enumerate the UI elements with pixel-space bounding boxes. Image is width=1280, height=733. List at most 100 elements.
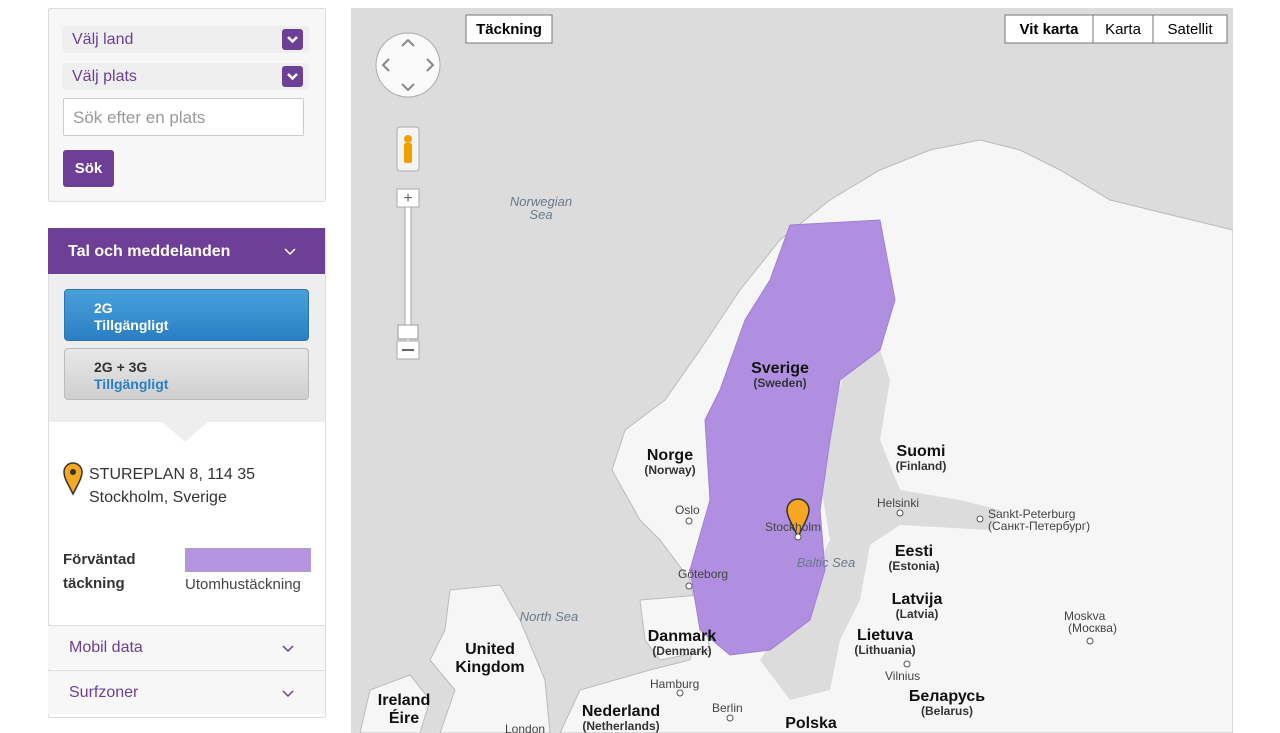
map[interactable]: Täckning Vit karta Karta Satellit + Norw… bbox=[351, 8, 1233, 733]
country-subname: (Lithuania) bbox=[854, 643, 915, 657]
option-3g[interactable]: 2G + 3G Tillgängligt bbox=[64, 348, 309, 400]
country-subname: (Norway) bbox=[644, 463, 695, 477]
country-name: Nederland bbox=[582, 703, 660, 720]
select-arrow bbox=[282, 66, 303, 87]
accordion-item[interactable]: Surfzoner bbox=[48, 670, 325, 714]
country-name: Polska bbox=[785, 715, 837, 732]
city-dot bbox=[896, 509, 904, 517]
city-label: London bbox=[505, 722, 545, 733]
country-name: Latvija bbox=[892, 591, 943, 608]
place-select[interactable]: Välj plats bbox=[62, 63, 309, 90]
city-dot bbox=[726, 714, 734, 722]
country-name: Eesti bbox=[895, 543, 933, 560]
city-dot bbox=[976, 515, 984, 523]
country-name: Danmark bbox=[648, 628, 717, 645]
country-subname: (Finland) bbox=[896, 459, 947, 473]
country-name: Ireland bbox=[378, 692, 430, 709]
sea-label: Norwegian bbox=[510, 194, 572, 209]
address-line: Stockholm, Sverige bbox=[89, 489, 227, 506]
city-label: Berlin bbox=[712, 701, 743, 715]
legend-swatch bbox=[185, 548, 311, 572]
address-pin bbox=[63, 462, 83, 496]
search-panel: Välj land Välj plats Sök efter en plats … bbox=[48, 8, 326, 202]
select-arrow bbox=[282, 29, 303, 50]
city-dot bbox=[1086, 637, 1094, 645]
city-label: Helsinki bbox=[877, 496, 919, 510]
address-line: STUREPLAN 8, 114 35 bbox=[89, 466, 256, 483]
map-type[interactable] bbox=[1004, 14, 1094, 44]
great-britain bbox=[429, 584, 551, 733]
country-subname: (Sweden) bbox=[753, 376, 806, 390]
map-type-label: Vit karta bbox=[1020, 21, 1080, 38]
zoom-track bbox=[404, 206, 412, 344]
denmark bbox=[639, 594, 711, 661]
country-subname: (Latvia) bbox=[896, 607, 939, 621]
city-label: Göteborg bbox=[678, 567, 728, 581]
chevron bbox=[284, 248, 296, 256]
zoom-in-icon: + bbox=[403, 190, 412, 207]
country-subname: (Estonia) bbox=[888, 559, 939, 573]
city-label: Moskva bbox=[1064, 609, 1106, 623]
map-type[interactable] bbox=[1152, 14, 1228, 44]
search-button[interactable]: Sök bbox=[63, 150, 114, 187]
country-subname: (Belarus) bbox=[921, 704, 973, 718]
option-2g[interactable]: 2G Tillgängligt bbox=[64, 289, 309, 341]
option-name: 2G + 3G bbox=[94, 359, 148, 375]
legend-label: Förväntad bbox=[63, 551, 136, 568]
sea-label: Baltic Sea bbox=[797, 555, 856, 570]
city-dot bbox=[676, 689, 684, 697]
country-name: Norge bbox=[647, 447, 693, 464]
country-name: United bbox=[465, 641, 515, 658]
country-name: Sverige bbox=[751, 360, 809, 377]
chevron bbox=[282, 690, 294, 698]
city-label: (Санкт-Петербург) bbox=[988, 519, 1090, 533]
country-name: Lietuva bbox=[857, 627, 913, 644]
map-type[interactable] bbox=[1092, 14, 1154, 44]
legend-label: täckning bbox=[63, 575, 125, 592]
notch bbox=[160, 420, 210, 442]
country-select[interactable]: Välj land bbox=[62, 26, 309, 53]
city-label: Stockholm bbox=[765, 520, 821, 534]
coverage-area bbox=[689, 219, 896, 656]
country-subname: (Netherlands) bbox=[582, 719, 659, 733]
accordion-title: Mobil data bbox=[69, 639, 143, 656]
section-title: Tal och meddelanden bbox=[68, 243, 231, 260]
accordion-title: Surfzoner bbox=[69, 684, 139, 701]
section-header[interactable]: Tal och meddelanden bbox=[48, 228, 325, 274]
search-input[interactable]: Sök efter en plats bbox=[63, 98, 304, 136]
city-dot bbox=[903, 660, 911, 668]
map-type-label: Satellit bbox=[1167, 21, 1213, 38]
map-type-label: Karta bbox=[1105, 21, 1142, 38]
option-status: Tillgängligt bbox=[94, 376, 169, 392]
ireland bbox=[359, 674, 431, 733]
chevron bbox=[282, 645, 294, 653]
country-name: Suomi bbox=[897, 443, 946, 460]
country-subname: Kingdom bbox=[455, 659, 524, 676]
option-name: 2G bbox=[94, 300, 113, 316]
location-pin bbox=[786, 498, 810, 539]
country-subname: (Denmark) bbox=[652, 644, 711, 658]
city-label: Oslo bbox=[675, 503, 700, 517]
city-dot bbox=[685, 517, 693, 525]
coverage-label: Täckning bbox=[476, 21, 542, 38]
country-subname: Éire bbox=[389, 708, 419, 727]
city-label: Vilnius bbox=[885, 669, 920, 683]
pan-arrows bbox=[381, 38, 435, 92]
city-label: (Москва) bbox=[1068, 621, 1117, 635]
select-label: Välj land bbox=[72, 31, 134, 48]
city-dot bbox=[685, 582, 693, 590]
city-dot bbox=[794, 533, 802, 541]
legend-item: Utomhustäckning bbox=[185, 576, 301, 593]
baltic bbox=[760, 320, 1000, 700]
accordion-item[interactable]: Mobil data bbox=[48, 625, 325, 669]
option-status: Tillgängligt bbox=[94, 317, 169, 333]
zoom-handle[interactable] bbox=[397, 324, 419, 340]
city-label: Hamburg bbox=[650, 677, 699, 691]
sea-label: Sea bbox=[529, 207, 552, 222]
pan-control[interactable] bbox=[375, 32, 441, 98]
city-label: Sankt-Peterburg bbox=[988, 507, 1075, 521]
coverage-button[interactable] bbox=[465, 14, 553, 44]
country-name: Беларусь bbox=[909, 688, 985, 705]
select-label: Välj plats bbox=[72, 68, 137, 85]
